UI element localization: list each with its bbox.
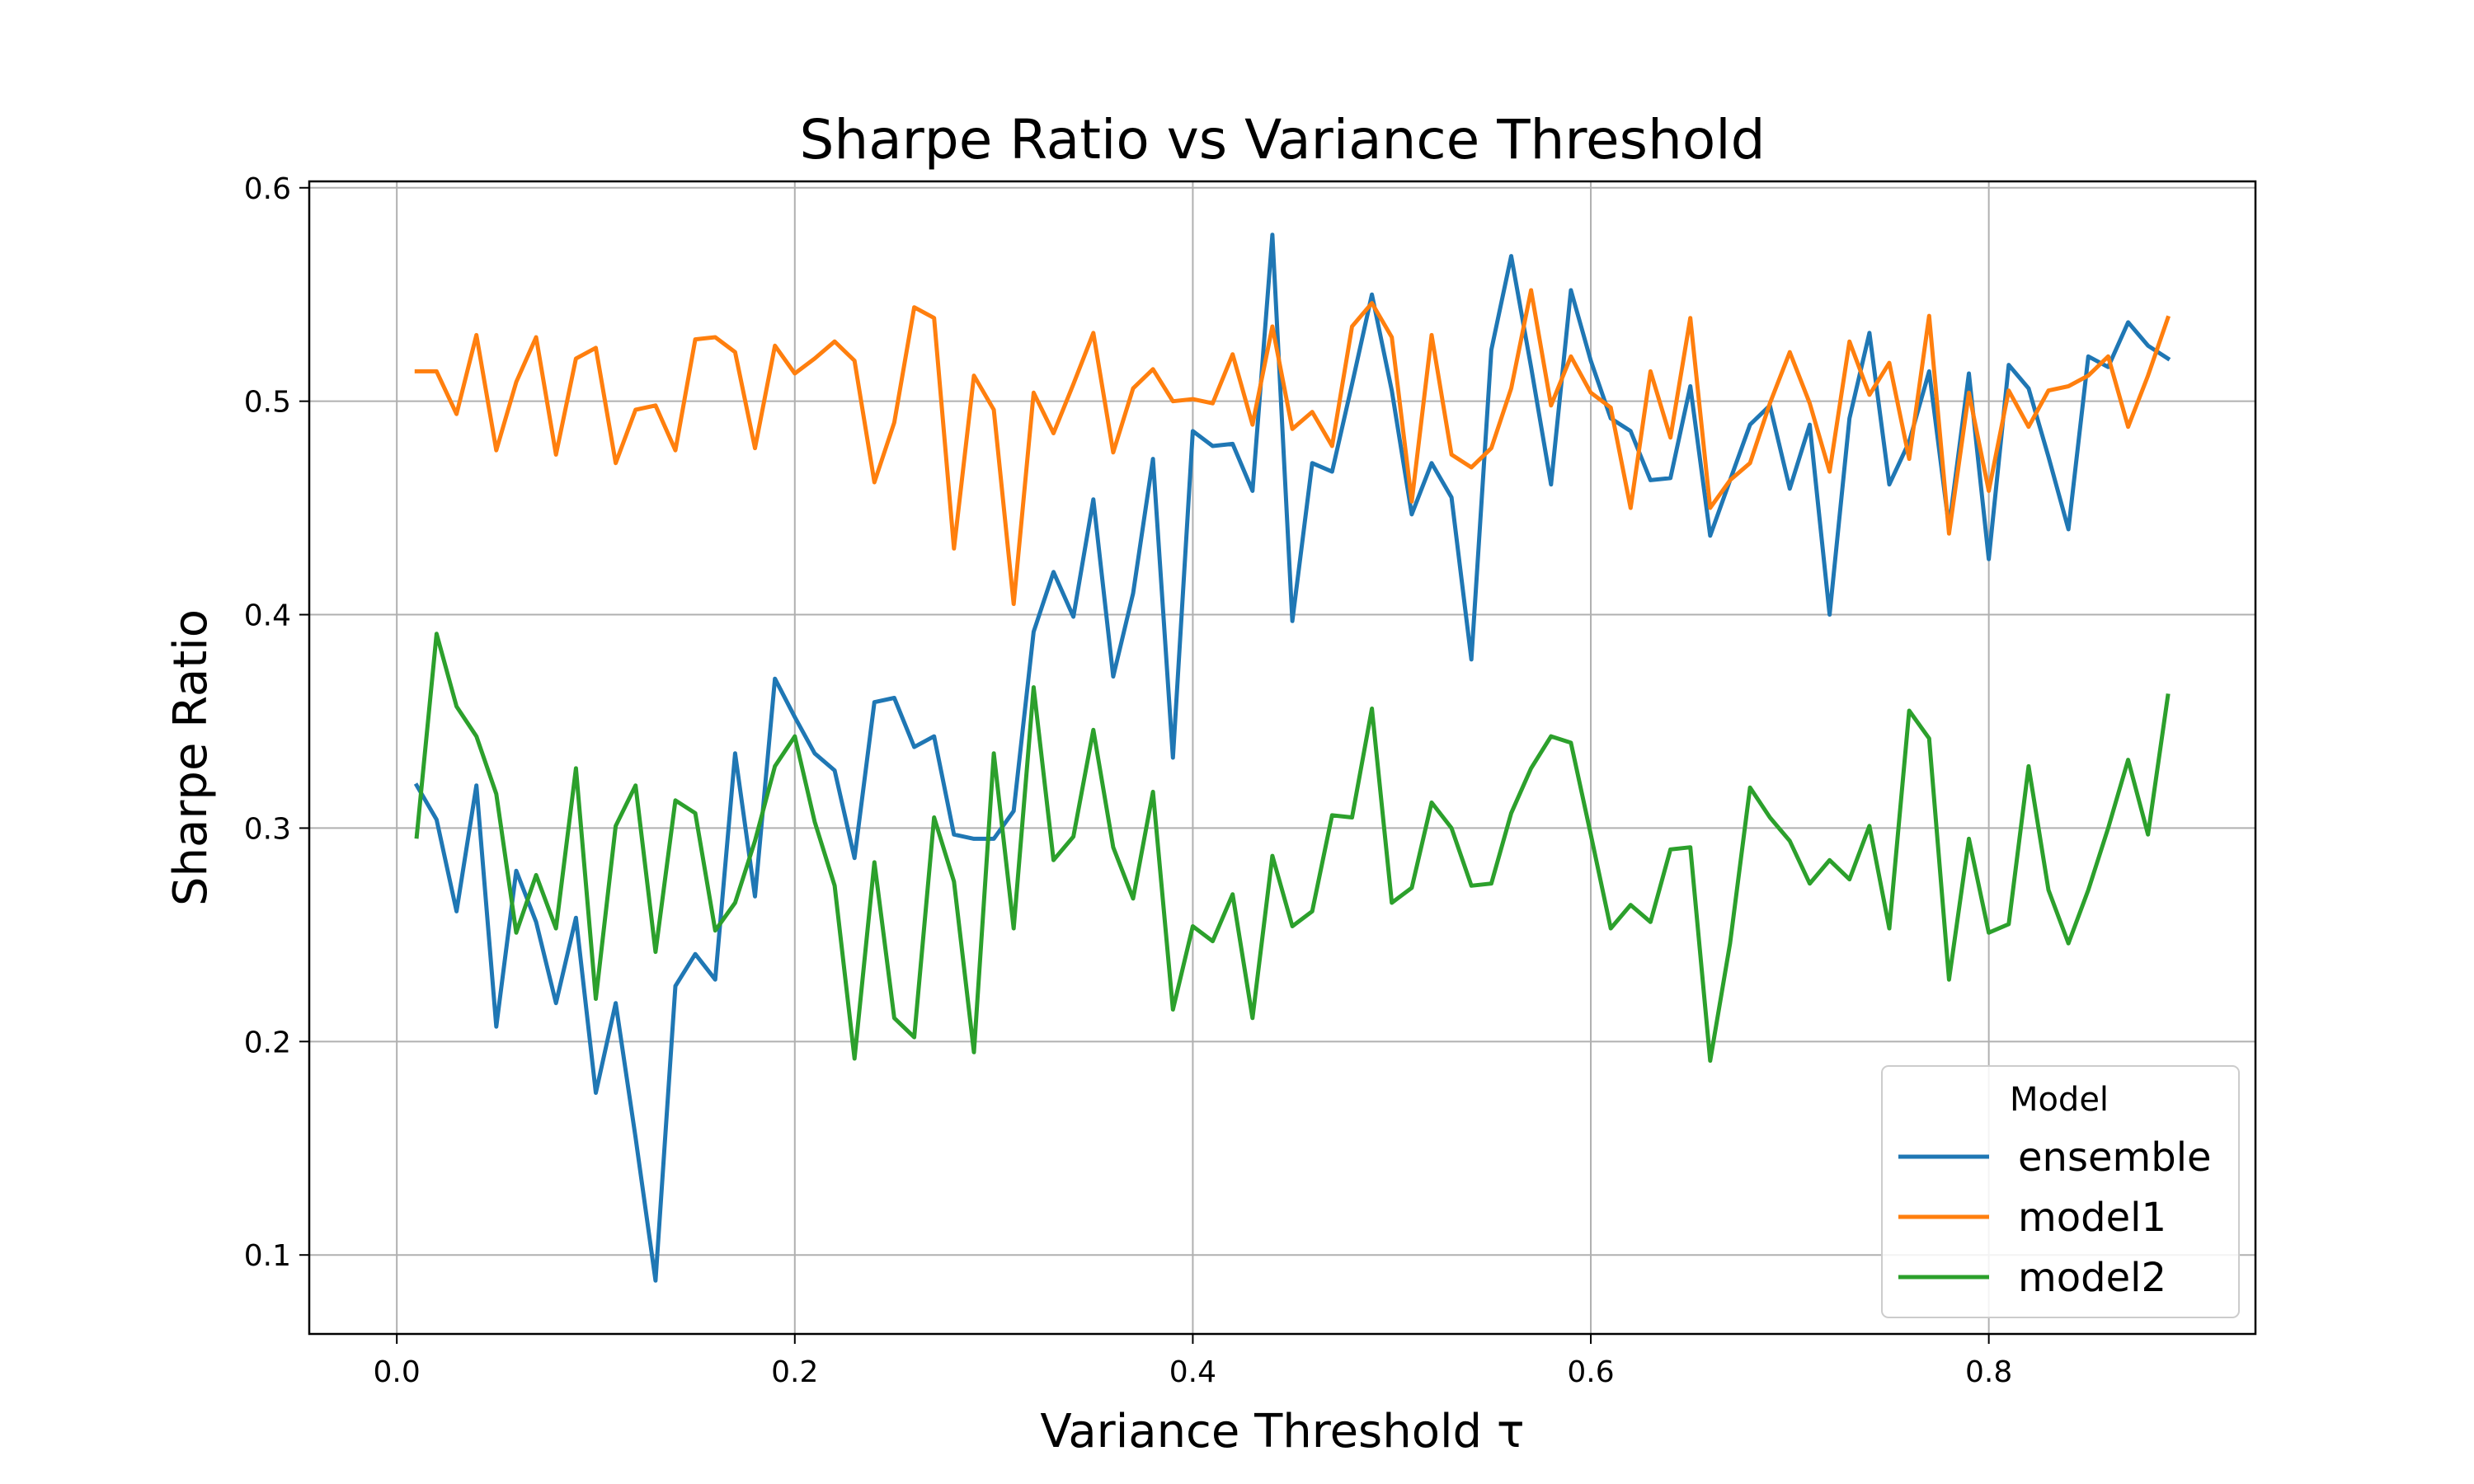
plot-frame [308,180,2257,1336]
legend-label-ensemble: ensemble [2018,1134,2212,1181]
y-tick-label: 0.5 [244,386,291,420]
gridlines [309,181,2255,1334]
x-tick-label: 0.6 [1567,1355,1614,1389]
y-tick-label: 0.3 [244,812,291,846]
y-tick-label: 0.6 [244,172,291,206]
x-tick-label: 0.2 [771,1355,818,1389]
y-tick-label: 0.1 [244,1239,291,1273]
y-axis-label: Sharpe Ratio [164,609,218,906]
series-line-model1 [414,288,2171,607]
legend-label-model1: model1 [2018,1195,2166,1241]
legend-label-model2: model2 [2018,1255,2166,1301]
y-axis-ticks: 0.1 0.2 0.3 0.4 0.5 0.6 [244,172,309,1273]
x-axis-ticks: 0.0 0.2 0.4 0.6 0.8 [374,1334,2012,1389]
x-axis-label: Variance Threshold τ [1040,1405,1524,1458]
y-tick-label: 0.2 [244,1026,291,1059]
y-tick-label: 0.4 [244,599,291,633]
legend: Model ensemble model1 model2 [1881,1065,2240,1318]
x-tick-label: 0.0 [374,1355,421,1389]
series-line-model2 [414,632,2171,1064]
x-tick-label: 0.4 [1169,1355,1216,1389]
legend-title: Model [2010,1081,2109,1119]
x-tick-label: 0.8 [1965,1355,2012,1389]
chart-title: Sharpe Ratio vs Variance Threshold [800,108,1766,171]
legend-items: ensemble model1 model2 [1898,1134,2212,1301]
legend-box [1881,1065,2240,1318]
series-lines [413,232,2171,1283]
